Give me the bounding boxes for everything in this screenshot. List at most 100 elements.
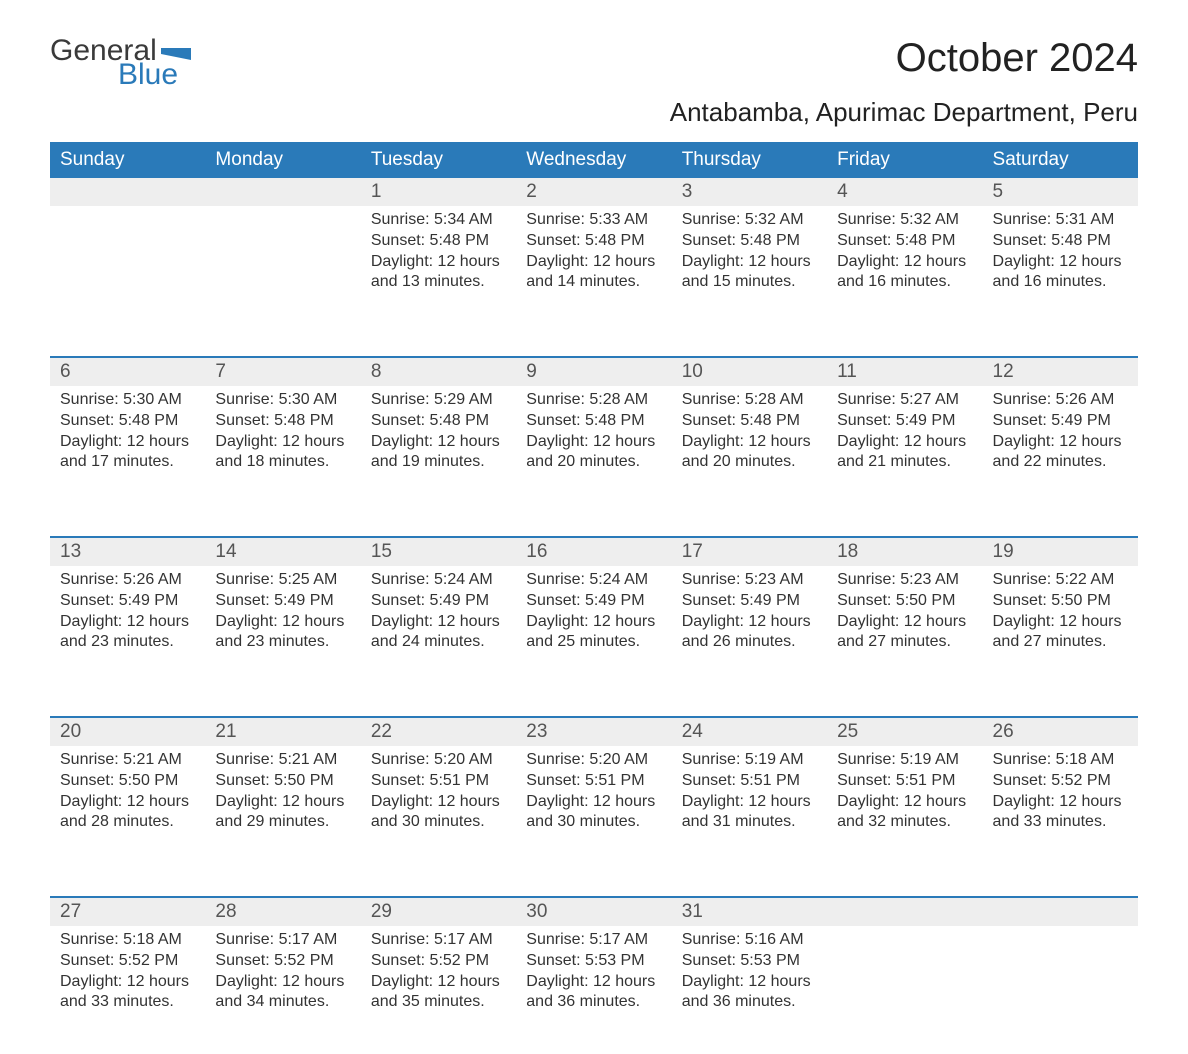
cell-line: Daylight: 12 hours and 15 minutes. (682, 252, 817, 294)
daynum-row: 2728293031 (50, 896, 1138, 926)
cell-line: Daylight: 12 hours and 30 minutes. (526, 792, 661, 834)
day-number (50, 178, 205, 206)
cell-body: Sunrise: 5:20 AMSunset: 5:51 PMDaylight:… (361, 746, 516, 843)
cell-line: Sunrise: 5:29 AM (371, 390, 506, 411)
day-number: 17 (672, 538, 827, 566)
cell-body: Sunrise: 5:22 AMSunset: 5:50 PMDaylight:… (983, 566, 1138, 663)
calendar-cell: Sunrise: 5:26 AMSunset: 5:49 PMDaylight:… (50, 566, 205, 694)
day-number: 30 (516, 898, 671, 926)
cell-line: Daylight: 12 hours and 26 minutes. (682, 612, 817, 654)
calendar-cell: Sunrise: 5:26 AMSunset: 5:49 PMDaylight:… (983, 386, 1138, 514)
week-spacer (50, 694, 1138, 716)
calendar-cell: Sunrise: 5:28 AMSunset: 5:48 PMDaylight:… (672, 386, 827, 514)
cell-line: Sunset: 5:52 PM (993, 771, 1128, 792)
calendar-cell: Sunrise: 5:30 AMSunset: 5:48 PMDaylight:… (205, 386, 360, 514)
calendar-cell: Sunrise: 5:22 AMSunset: 5:50 PMDaylight:… (983, 566, 1138, 694)
cell-body: Sunrise: 5:32 AMSunset: 5:48 PMDaylight:… (672, 206, 827, 303)
cell-line: Daylight: 12 hours and 35 minutes. (371, 972, 506, 1014)
day-number (827, 898, 982, 926)
day-number: 6 (50, 358, 205, 386)
cell-line: Sunrise: 5:30 AM (215, 390, 350, 411)
cell-line: Daylight: 12 hours and 34 minutes. (215, 972, 350, 1014)
cell-line: Sunset: 5:49 PM (682, 591, 817, 612)
week-spacer (50, 514, 1138, 536)
cell-body: Sunrise: 5:18 AMSunset: 5:52 PMDaylight:… (983, 746, 1138, 843)
cell-line: Daylight: 12 hours and 20 minutes. (682, 432, 817, 474)
cell-line: Sunset: 5:48 PM (371, 231, 506, 252)
cell-line: Sunrise: 5:32 AM (682, 210, 817, 231)
calendar-cell: Sunrise: 5:23 AMSunset: 5:49 PMDaylight:… (672, 566, 827, 694)
cell-body: Sunrise: 5:28 AMSunset: 5:48 PMDaylight:… (672, 386, 827, 483)
day-number: 9 (516, 358, 671, 386)
day-number: 25 (827, 718, 982, 746)
cell-line: Sunrise: 5:20 AM (371, 750, 506, 771)
calendar-cell (983, 926, 1138, 1054)
weeks-container: 12345Sunrise: 5:34 AMSunset: 5:48 PMDayl… (50, 178, 1138, 1054)
day-number: 31 (672, 898, 827, 926)
day-header: Sunday (50, 142, 205, 178)
cell-line: Sunset: 5:51 PM (837, 771, 972, 792)
calendar-cell: Sunrise: 5:17 AMSunset: 5:52 PMDaylight:… (205, 926, 360, 1054)
cell-line: Sunset: 5:53 PM (682, 951, 817, 972)
day-number (205, 178, 360, 206)
cell-body: Sunrise: 5:30 AMSunset: 5:48 PMDaylight:… (205, 386, 360, 483)
calendar-cell: Sunrise: 5:27 AMSunset: 5:49 PMDaylight:… (827, 386, 982, 514)
calendar-cell: Sunrise: 5:32 AMSunset: 5:48 PMDaylight:… (672, 206, 827, 334)
cell-line: Sunset: 5:49 PM (60, 591, 195, 612)
cell-line: Sunrise: 5:17 AM (215, 930, 350, 951)
calendar-cell: Sunrise: 5:28 AMSunset: 5:48 PMDaylight:… (516, 386, 671, 514)
cell-body: Sunrise: 5:17 AMSunset: 5:53 PMDaylight:… (516, 926, 671, 1023)
cell-body: Sunrise: 5:21 AMSunset: 5:50 PMDaylight:… (50, 746, 205, 843)
cell-body: Sunrise: 5:18 AMSunset: 5:52 PMDaylight:… (50, 926, 205, 1023)
cell-line: Sunset: 5:52 PM (60, 951, 195, 972)
cell-line: Daylight: 12 hours and 13 minutes. (371, 252, 506, 294)
calendar-cell: Sunrise: 5:32 AMSunset: 5:48 PMDaylight:… (827, 206, 982, 334)
day-number: 16 (516, 538, 671, 566)
cell-line: Daylight: 12 hours and 22 minutes. (993, 432, 1128, 474)
cell-line: Sunset: 5:49 PM (526, 591, 661, 612)
day-number: 27 (50, 898, 205, 926)
day-number: 4 (827, 178, 982, 206)
day-number: 23 (516, 718, 671, 746)
cell-body: Sunrise: 5:27 AMSunset: 5:49 PMDaylight:… (827, 386, 982, 483)
day-header: Friday (827, 142, 982, 178)
cell-line: Sunset: 5:48 PM (682, 231, 817, 252)
day-number: 28 (205, 898, 360, 926)
cell-line: Daylight: 12 hours and 23 minutes. (215, 612, 350, 654)
cell-line: Sunset: 5:51 PM (526, 771, 661, 792)
week-spacer (50, 334, 1138, 356)
cell-body: Sunrise: 5:24 AMSunset: 5:49 PMDaylight:… (361, 566, 516, 663)
cell-line: Sunset: 5:48 PM (215, 411, 350, 432)
cell-line: Daylight: 12 hours and 24 minutes. (371, 612, 506, 654)
cell-line: Sunset: 5:48 PM (837, 231, 972, 252)
cell-line: Sunrise: 5:24 AM (371, 570, 506, 591)
calendar: Sunday Monday Tuesday Wednesday Thursday… (50, 142, 1138, 1054)
cell-line: Daylight: 12 hours and 20 minutes. (526, 432, 661, 474)
calendar-cell: Sunrise: 5:31 AMSunset: 5:48 PMDaylight:… (983, 206, 1138, 334)
cell-line: Daylight: 12 hours and 32 minutes. (837, 792, 972, 834)
day-number: 26 (983, 718, 1138, 746)
cell-body: Sunrise: 5:30 AMSunset: 5:48 PMDaylight:… (50, 386, 205, 483)
cell-body (827, 926, 982, 940)
daynum-row: 20212223242526 (50, 716, 1138, 746)
cell-line: Sunset: 5:51 PM (682, 771, 817, 792)
calendar-cell: Sunrise: 5:19 AMSunset: 5:51 PMDaylight:… (672, 746, 827, 874)
cell-body (50, 206, 205, 220)
week-body-row: Sunrise: 5:21 AMSunset: 5:50 PMDaylight:… (50, 746, 1138, 874)
calendar-cell: Sunrise: 5:34 AMSunset: 5:48 PMDaylight:… (361, 206, 516, 334)
day-number: 11 (827, 358, 982, 386)
cell-line: Daylight: 12 hours and 33 minutes. (60, 972, 195, 1014)
cell-body: Sunrise: 5:23 AMSunset: 5:50 PMDaylight:… (827, 566, 982, 663)
cell-line: Sunset: 5:49 PM (371, 591, 506, 612)
day-number: 14 (205, 538, 360, 566)
logo: General Blue (50, 36, 191, 90)
cell-line: Sunset: 5:48 PM (60, 411, 195, 432)
cell-body (983, 926, 1138, 940)
cell-line: Sunset: 5:49 PM (215, 591, 350, 612)
cell-line: Sunrise: 5:22 AM (993, 570, 1128, 591)
cell-body: Sunrise: 5:26 AMSunset: 5:49 PMDaylight:… (50, 566, 205, 663)
cell-line: Sunrise: 5:18 AM (60, 930, 195, 951)
day-number: 3 (672, 178, 827, 206)
cell-line: Sunrise: 5:17 AM (526, 930, 661, 951)
cell-line: Sunrise: 5:28 AM (526, 390, 661, 411)
